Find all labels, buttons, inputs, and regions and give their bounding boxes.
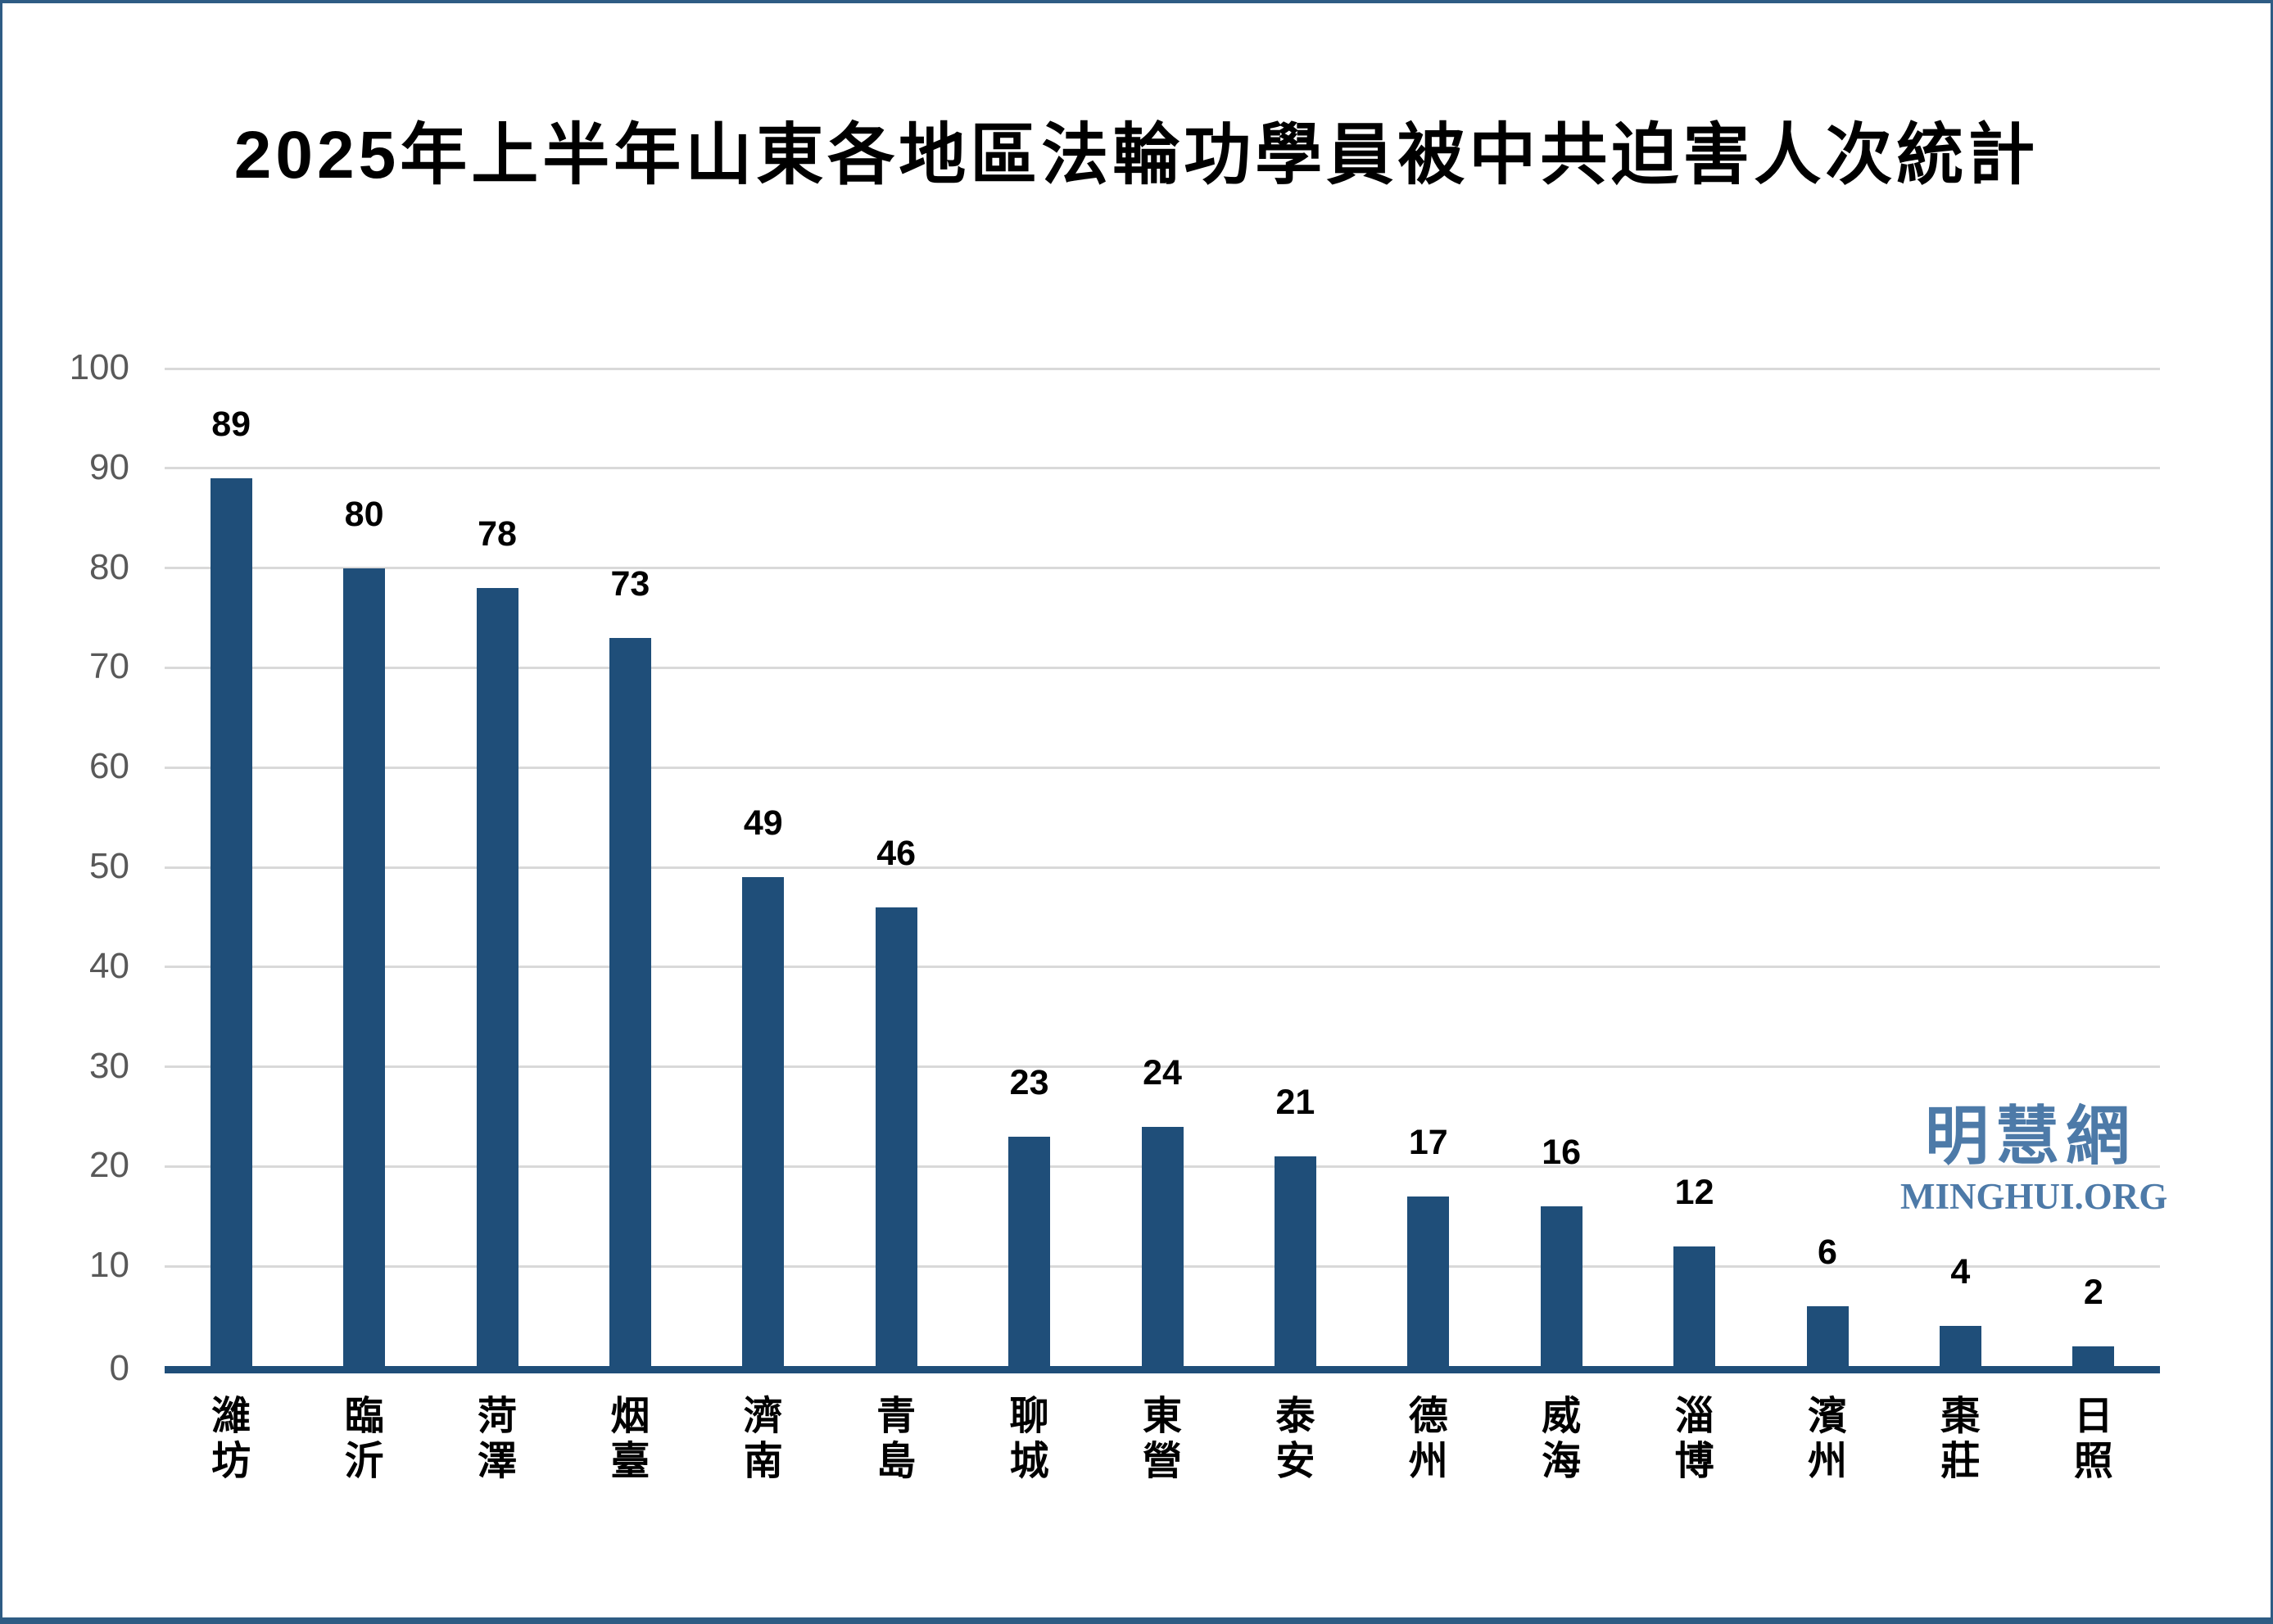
bar-value-label: 89 xyxy=(211,404,251,444)
bar xyxy=(343,568,386,1366)
x-tick-label: 棗莊 xyxy=(1940,1395,1981,1483)
bar xyxy=(476,587,518,1366)
minghui-logo-latin: MINGHUI.ORG xyxy=(1900,1176,2168,1217)
minghui-watermark: 明慧網 MINGHUI.ORG xyxy=(1900,1100,2168,1217)
bar xyxy=(1008,1136,1051,1366)
x-tick-label: 威海 xyxy=(1542,1395,1582,1483)
bar-value-label: 80 xyxy=(344,494,384,534)
gridline xyxy=(165,966,2160,969)
bar-value-label: 49 xyxy=(743,803,783,844)
gridline xyxy=(165,666,2160,669)
gridline xyxy=(165,766,2160,769)
x-tick-label: 青島 xyxy=(876,1395,917,1483)
x-tick-label: 日照 xyxy=(2073,1395,2113,1483)
bar xyxy=(1939,1326,1981,1366)
y-tick-label: 70 xyxy=(89,646,129,687)
bar xyxy=(875,907,917,1366)
y-tick-label: 60 xyxy=(89,746,129,787)
y-tick-label: 80 xyxy=(89,546,129,587)
bar xyxy=(1141,1126,1184,1366)
bar-value-label: 17 xyxy=(1408,1122,1448,1162)
y-tick-label: 40 xyxy=(89,945,129,986)
bar xyxy=(1274,1156,1316,1366)
bar xyxy=(1673,1246,1716,1366)
x-tick-label: 濰坊 xyxy=(211,1395,251,1483)
x-axis-line xyxy=(165,1366,2160,1373)
bar-value-label: 73 xyxy=(610,563,650,604)
gridline xyxy=(165,567,2160,570)
bar-value-label: 6 xyxy=(1818,1232,1837,1272)
bar xyxy=(210,477,252,1366)
x-tick-label: 濟南 xyxy=(743,1395,783,1483)
x-tick-label: 濱州 xyxy=(1807,1395,1847,1483)
y-tick-label: 50 xyxy=(89,846,129,886)
bar-value-label: 78 xyxy=(478,513,517,554)
x-tick-label: 淄博 xyxy=(1674,1395,1714,1483)
gridline xyxy=(165,367,2160,370)
bar xyxy=(742,877,785,1366)
y-tick-label: 0 xyxy=(109,1348,129,1388)
chart-title: 2025年上半年山東各地區法輪功學員被中共迫害人次統計 xyxy=(233,118,2040,192)
bar-value-label: 16 xyxy=(1542,1133,1582,1173)
bar xyxy=(2072,1346,2115,1366)
bar-value-label: 24 xyxy=(1143,1052,1182,1092)
x-tick-label: 烟臺 xyxy=(610,1395,650,1483)
bar xyxy=(609,637,651,1366)
minghui-logo-cjk: 明慧網 xyxy=(1924,1100,2136,1172)
x-tick-label: 臨沂 xyxy=(344,1395,384,1483)
bar-value-label: 23 xyxy=(1009,1062,1049,1102)
y-tick-label: 20 xyxy=(89,1145,129,1186)
bar-value-label: 2 xyxy=(2083,1272,2103,1312)
x-tick-label: 菏澤 xyxy=(477,1395,517,1483)
gridline xyxy=(165,866,2160,869)
bar-value-label: 4 xyxy=(1950,1252,1971,1292)
x-tick-label: 德州 xyxy=(1408,1395,1448,1483)
bar-value-label: 12 xyxy=(1674,1172,1714,1212)
x-tick-label: 泰安 xyxy=(1275,1395,1315,1483)
y-tick-label: 30 xyxy=(89,1045,129,1086)
y-tick-label: 90 xyxy=(89,446,129,487)
x-tick-label: 聊城 xyxy=(1009,1395,1049,1483)
bar-value-label: 46 xyxy=(876,833,917,873)
bar-value-label: 21 xyxy=(1275,1083,1315,1123)
bar xyxy=(1540,1206,1582,1366)
gridline xyxy=(165,1065,2160,1069)
gridline xyxy=(165,467,2160,470)
x-tick-label: 東營 xyxy=(1142,1395,1182,1483)
y-tick-label: 10 xyxy=(89,1245,129,1286)
y-tick-label: 100 xyxy=(69,347,129,387)
bar xyxy=(1806,1305,1849,1366)
bar xyxy=(1407,1196,1450,1366)
